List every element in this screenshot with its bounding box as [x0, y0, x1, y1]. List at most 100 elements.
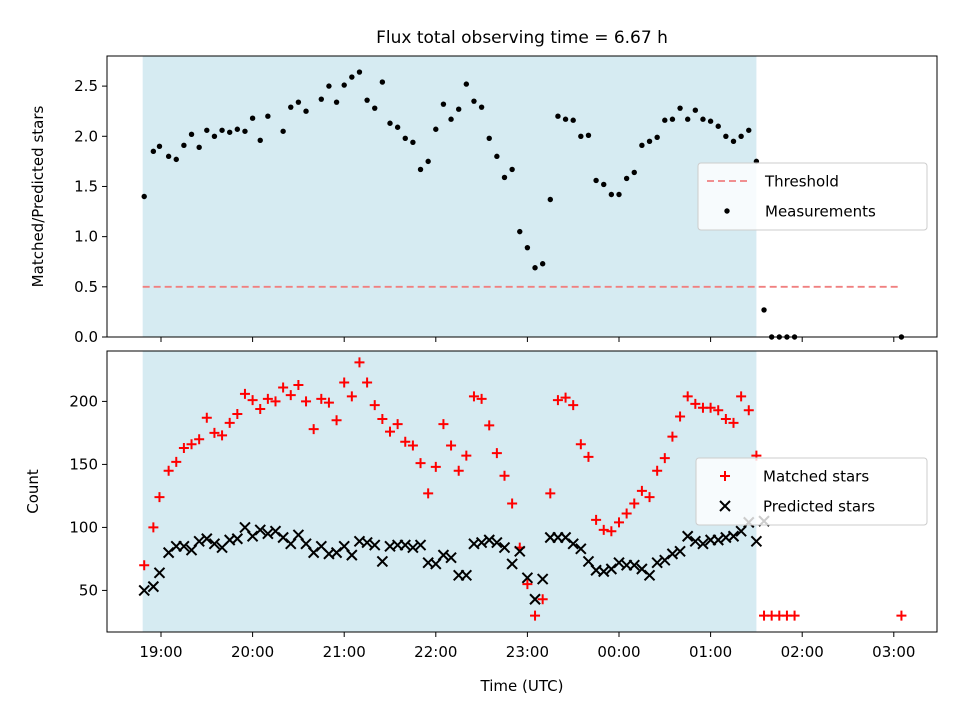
measurement-point — [341, 82, 347, 88]
predicted-stars-point — [460, 569, 473, 582]
measurement-point — [288, 104, 294, 110]
measurement-point — [639, 142, 645, 149]
measurement-point — [478, 104, 485, 110]
measurement-point — [593, 177, 599, 184]
predicted-stars-point — [613, 556, 625, 569]
matched-stars-point — [362, 377, 373, 388]
measurement-point — [631, 169, 637, 176]
x-tick-label: 21:00 — [323, 643, 366, 661]
predicted-stars-point — [506, 558, 518, 570]
y-tick-label: 50 — [79, 581, 98, 599]
matched-stars-point — [453, 465, 464, 476]
bottom-legend: Matched stars Predicted stars — [695, 457, 928, 526]
matched-stars-point — [178, 443, 189, 454]
predicted-stars-point — [254, 524, 266, 536]
matched-stars-point — [308, 424, 319, 435]
y-tick-label: 2.0 — [74, 127, 98, 145]
chart-title: Flux total observing time = 6.67 h — [376, 28, 668, 48]
measurement-point — [402, 135, 408, 141]
measurement-point — [356, 69, 363, 75]
predicted-stars-point — [598, 565, 610, 578]
predicted-stars-point — [567, 538, 579, 550]
matched-stars-point — [537, 594, 548, 605]
predicted-stars-point — [178, 540, 190, 553]
predicted-stars-point — [193, 535, 205, 547]
matched-stars-point — [491, 448, 502, 459]
measurement-point — [700, 116, 706, 122]
matched-stars-point — [636, 485, 647, 496]
measurement-point — [440, 101, 447, 107]
predicted-stars-point — [514, 545, 526, 558]
x-tick-label: 20:00 — [231, 643, 274, 661]
matched-stars-point — [675, 411, 686, 422]
measurement-point — [646, 138, 653, 145]
top-y-axis-label: Matched/Predicted stars — [29, 106, 47, 288]
measurement-point — [662, 117, 668, 123]
x-tick-label: 02:00 — [781, 643, 824, 661]
predicted-stars-point — [414, 539, 427, 551]
measurement-point — [456, 106, 462, 112]
matched-stars-point — [255, 403, 266, 414]
measurement-point — [410, 139, 416, 146]
measurement-point — [433, 126, 439, 132]
measurement-point — [318, 96, 324, 102]
predicted-stars-point — [628, 559, 640, 571]
matched-stars-point — [423, 488, 434, 499]
measurement-point — [738, 133, 744, 139]
matched-stars-point — [552, 395, 563, 406]
predicted-stars-point — [491, 536, 503, 549]
predicted-stars-point — [475, 536, 488, 549]
matched-stars-point — [530, 610, 541, 621]
measurement-point — [570, 117, 576, 123]
matched-stars-point — [278, 382, 289, 393]
top-plot-frame — [106, 55, 938, 338]
measurement-point — [227, 129, 233, 135]
predicted-stars-point — [727, 530, 740, 542]
matched-stars-point — [148, 522, 159, 533]
measurement-point — [280, 128, 286, 134]
matched-stars-point — [476, 393, 487, 404]
x-tick-label: 22:00 — [414, 643, 457, 661]
measurement-point — [730, 138, 737, 145]
predicted-stars-point — [407, 541, 419, 554]
predicted-stars-point — [208, 538, 221, 550]
measurement-point — [463, 81, 470, 87]
measurement-point — [364, 97, 370, 103]
matched-stars-point — [598, 524, 609, 535]
matched-stars-point — [400, 436, 411, 447]
measurement-point — [204, 127, 210, 133]
measurement-point — [715, 123, 721, 129]
legend-label: Predicted stars — [763, 498, 875, 516]
predicted-stars-point — [536, 573, 549, 585]
y-tick-label: 100 — [69, 518, 98, 536]
legend-label: Matched stars — [763, 468, 869, 486]
measurement-point — [677, 105, 683, 111]
predicted-stars-point — [346, 549, 358, 561]
measurement-point — [623, 175, 630, 182]
matched-stars-point — [507, 498, 518, 509]
legend-measurements-handle — [724, 208, 730, 214]
matched-stars-point — [606, 526, 617, 537]
bottom-plot-marks — [138, 357, 907, 621]
matched-stars-point — [407, 440, 418, 451]
predicted-stars-point — [575, 543, 587, 555]
matched-stars-point — [346, 391, 357, 402]
matched-stars-point — [339, 377, 350, 388]
measurement-point — [387, 120, 393, 126]
matched-stars-point — [239, 388, 250, 399]
measurement-point — [723, 133, 729, 139]
matched-stars-point — [293, 380, 304, 391]
matched-stars-point — [171, 456, 182, 467]
predicted-stars-point — [681, 530, 694, 542]
predicted-stars-point — [361, 536, 373, 549]
measurement-point — [509, 166, 515, 173]
matched-stars-point — [270, 396, 281, 407]
predicted-stars-point — [445, 551, 457, 564]
matched-stars-point — [690, 398, 701, 409]
measurement-point — [669, 116, 676, 122]
measurement-point — [616, 191, 622, 198]
measurement-point — [219, 127, 225, 133]
matched-stars-point — [331, 415, 342, 426]
measurement-point — [501, 174, 508, 181]
top-y-axis: 0.0 0.5 1.0 1.5 2.0 2.5 — [74, 77, 107, 346]
